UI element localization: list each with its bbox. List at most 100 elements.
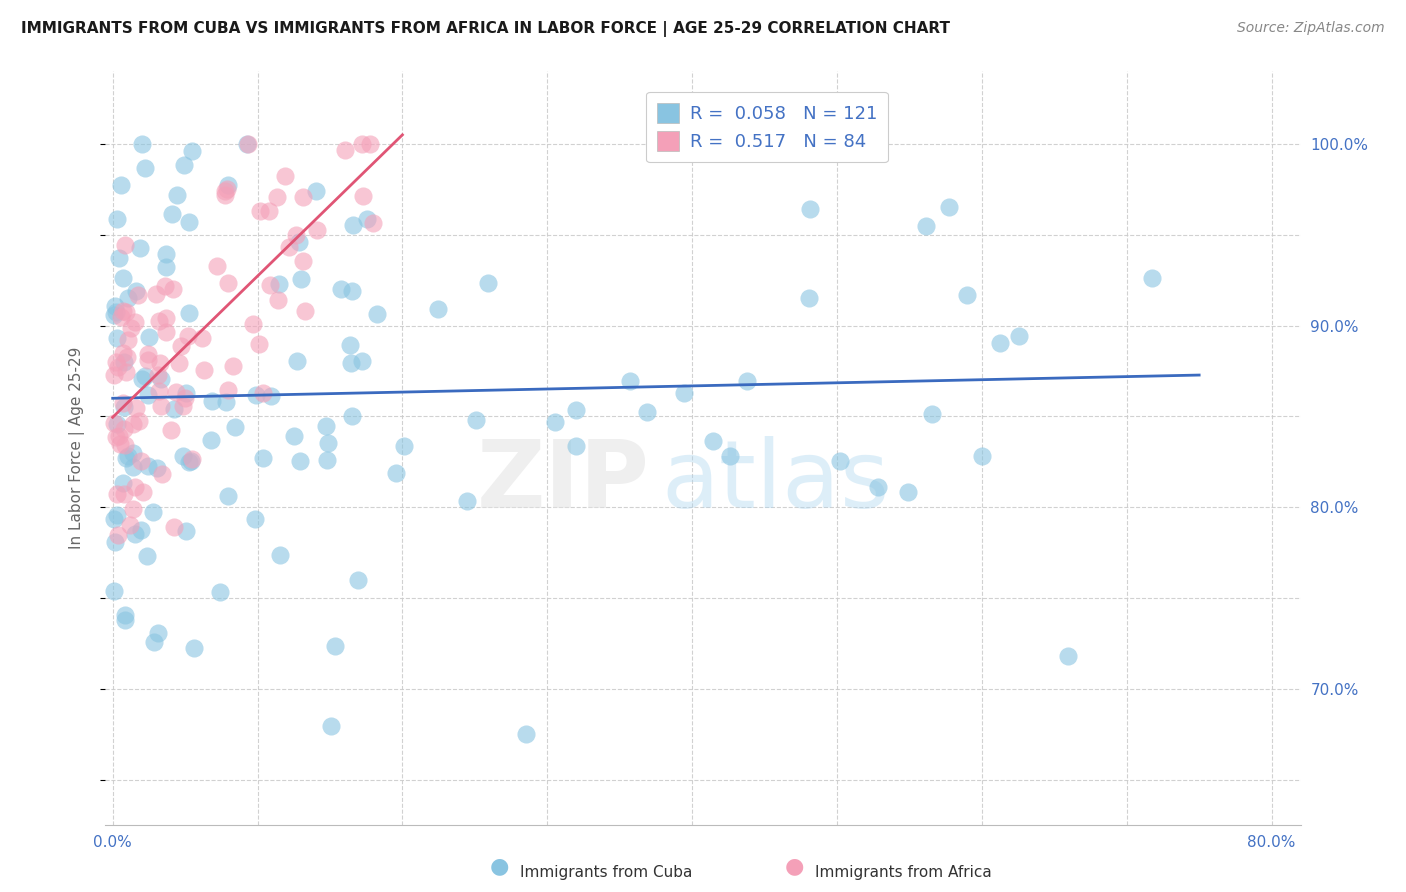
Point <box>117 292 139 306</box>
Point <box>136 388 159 402</box>
Point <box>146 461 169 475</box>
Point <box>112 475 135 490</box>
Text: ●: ● <box>785 856 804 876</box>
Point <box>224 420 246 434</box>
Point <box>1140 271 1163 285</box>
Point <box>243 512 266 526</box>
Point <box>131 372 153 386</box>
Point <box>114 237 136 252</box>
Point <box>972 449 994 463</box>
Point <box>122 459 145 474</box>
Point <box>120 321 142 335</box>
Point <box>988 336 1011 351</box>
Point <box>260 389 283 403</box>
Point <box>307 223 329 237</box>
Point <box>291 253 314 268</box>
Point <box>174 524 197 538</box>
Point <box>868 480 890 494</box>
Point <box>132 484 155 499</box>
Point <box>217 178 239 192</box>
Point <box>637 405 659 419</box>
Point <box>340 356 363 370</box>
Point <box>129 241 152 255</box>
Point <box>129 523 152 537</box>
Point <box>114 421 136 435</box>
Point <box>150 399 173 413</box>
Point <box>172 399 194 413</box>
Point <box>323 639 346 653</box>
Point <box>114 486 136 500</box>
Point <box>105 355 128 369</box>
Point <box>148 384 170 398</box>
Point <box>544 416 567 430</box>
Point <box>177 306 200 320</box>
Point <box>797 291 820 305</box>
Point <box>105 508 128 522</box>
Point <box>702 434 724 448</box>
Point <box>938 200 960 214</box>
Point <box>107 360 129 375</box>
Point <box>155 325 177 339</box>
Point <box>665 136 688 151</box>
Point <box>619 374 641 388</box>
Point <box>110 310 132 324</box>
Point <box>135 549 157 564</box>
Point <box>1056 648 1078 663</box>
Point <box>103 584 125 599</box>
Point <box>165 384 187 399</box>
Point <box>193 362 215 376</box>
Point <box>316 435 339 450</box>
Point <box>242 318 264 332</box>
Point <box>217 182 239 196</box>
Point <box>304 185 326 199</box>
Point <box>105 487 128 501</box>
Point <box>162 282 184 296</box>
Point <box>149 356 172 370</box>
Point <box>103 299 125 313</box>
Point <box>346 574 368 588</box>
Point <box>112 354 135 368</box>
Point <box>392 439 415 453</box>
Point <box>117 449 139 463</box>
Point <box>179 215 201 229</box>
Point <box>897 485 920 500</box>
Point <box>274 169 297 183</box>
Point <box>117 333 139 347</box>
Text: Immigrants from Cuba: Immigrants from Cuba <box>520 865 693 880</box>
Point <box>799 202 821 216</box>
Text: Source: ZipAtlas.com: Source: ZipAtlas.com <box>1237 21 1385 35</box>
Point <box>245 388 267 402</box>
Point <box>247 337 270 351</box>
Y-axis label: In Labor Force | Age 25-29: In Labor Force | Age 25-29 <box>69 347 84 549</box>
Point <box>122 417 145 431</box>
Point <box>115 450 138 465</box>
Point <box>177 328 200 343</box>
Point <box>214 187 236 202</box>
Point <box>342 218 364 232</box>
Point <box>108 251 131 265</box>
Point <box>111 396 134 410</box>
Point <box>201 393 224 408</box>
Point <box>291 190 314 204</box>
Point <box>515 727 537 741</box>
Point <box>252 450 274 465</box>
Point <box>200 433 222 447</box>
Point <box>103 417 125 431</box>
Point <box>124 315 146 329</box>
Point <box>956 288 979 302</box>
Point <box>155 260 177 274</box>
Point <box>150 372 173 386</box>
Point <box>148 314 170 328</box>
Point <box>181 451 204 466</box>
Point <box>153 279 176 293</box>
Point <box>283 429 305 443</box>
Point <box>115 350 138 364</box>
Point <box>103 512 125 526</box>
Point <box>359 136 381 151</box>
Point <box>361 216 384 230</box>
Point <box>288 235 311 250</box>
Point <box>269 548 291 562</box>
Point <box>138 330 160 344</box>
Point <box>828 454 851 468</box>
Point <box>122 446 145 460</box>
